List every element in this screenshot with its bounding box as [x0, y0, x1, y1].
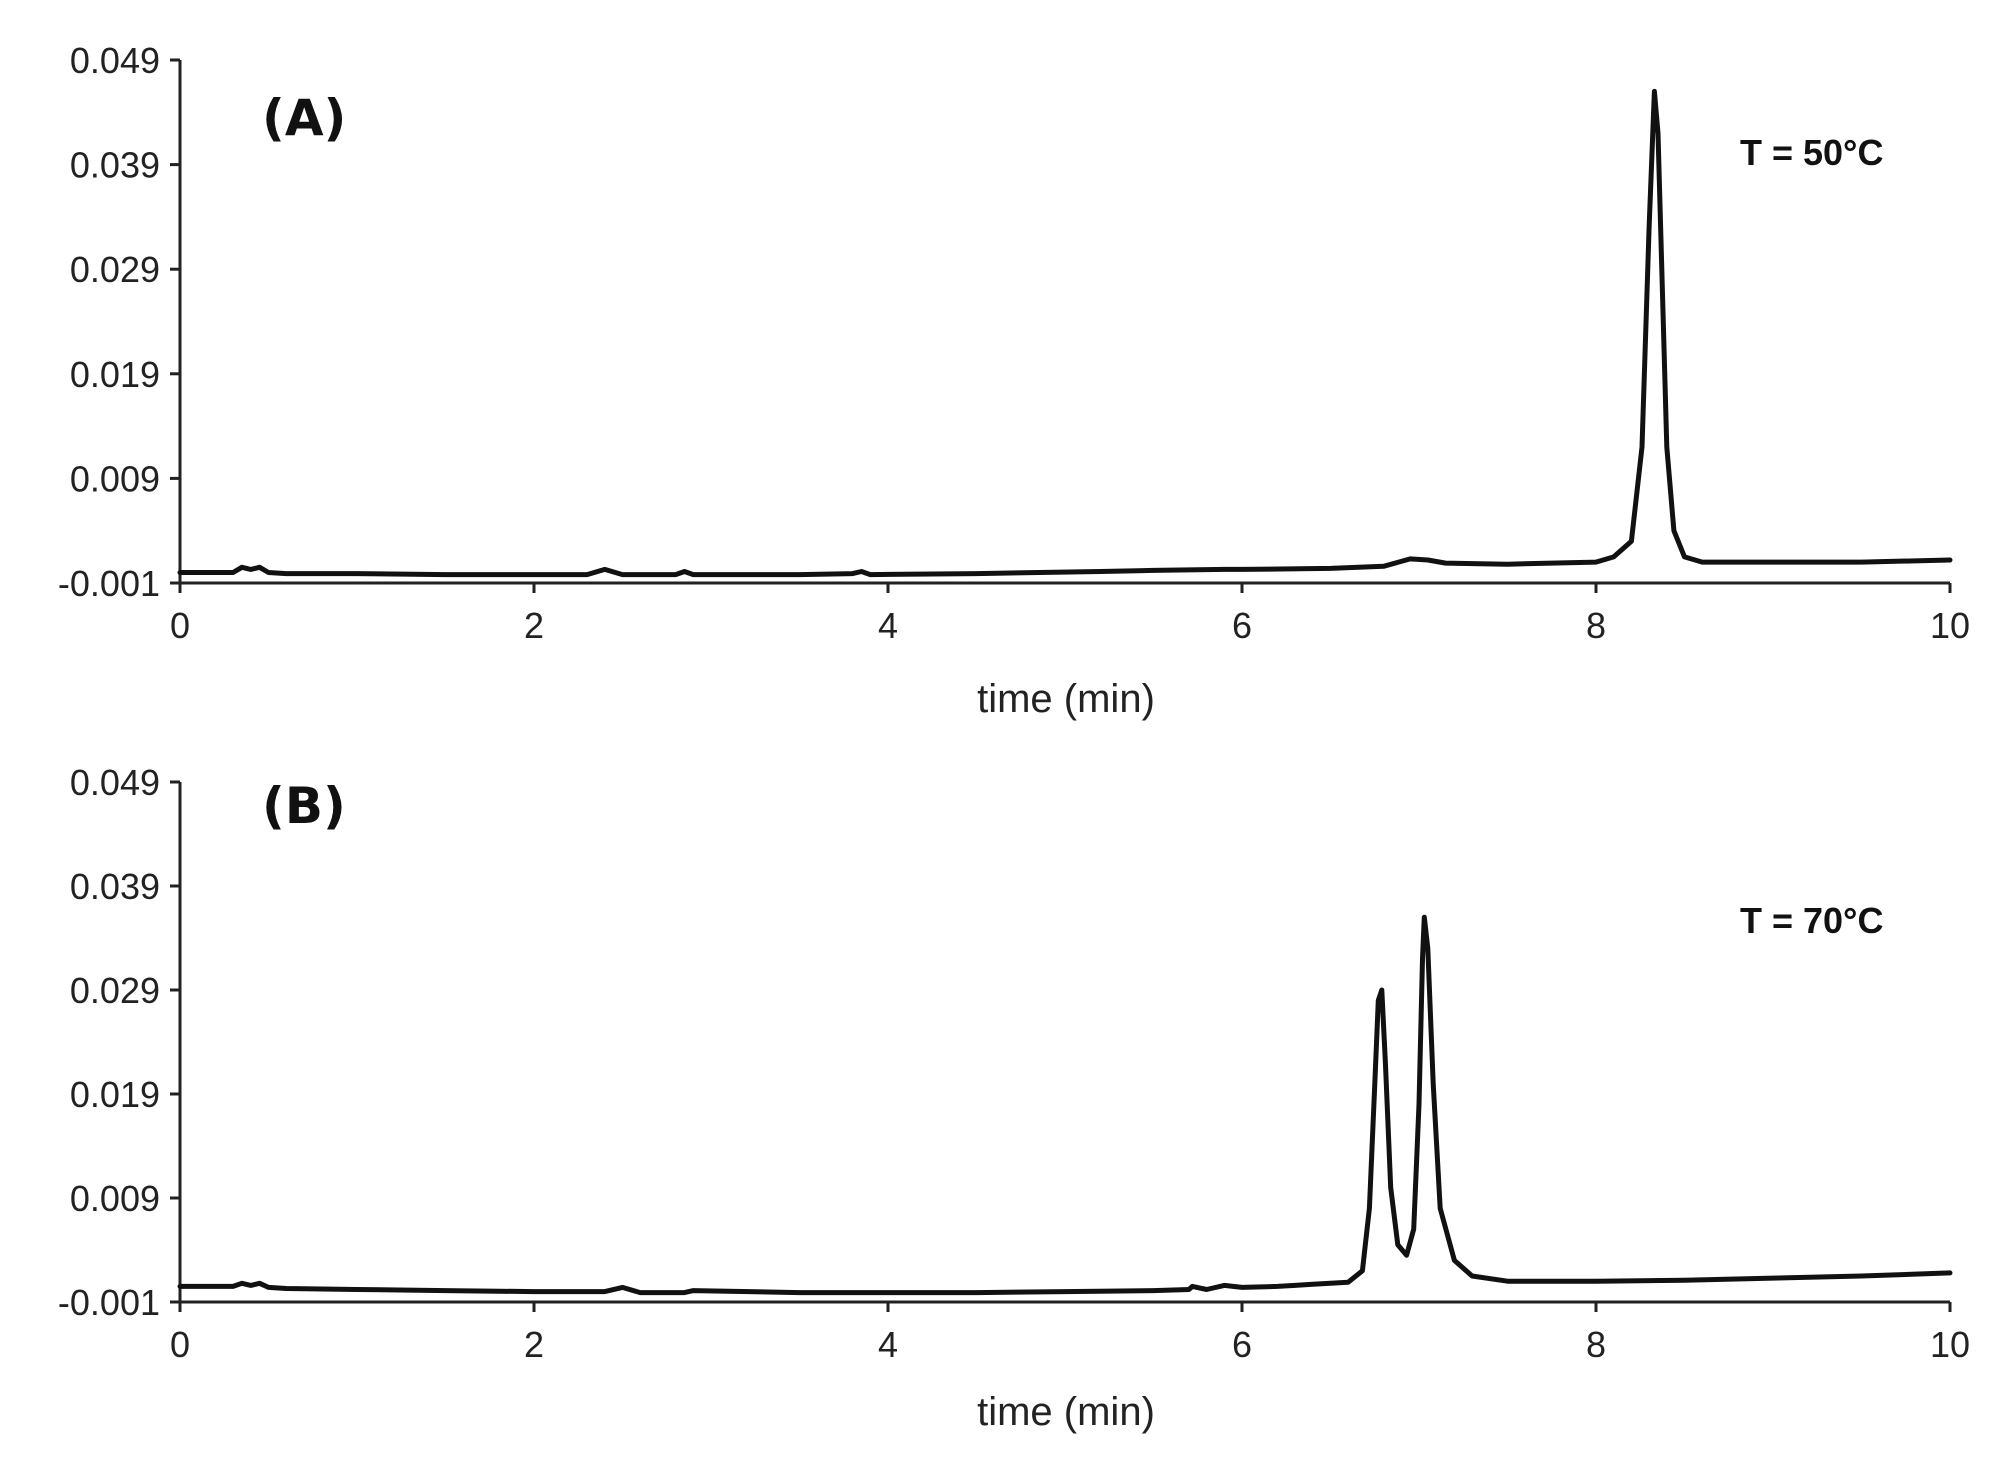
y-tick-label: 0.039 [70, 866, 160, 907]
x-tick-label: 0 [170, 1324, 190, 1365]
y-tick-label: 0.039 [70, 145, 160, 186]
y-tick-label: 0.019 [70, 1074, 160, 1115]
y-tick-label: -0.001 [58, 563, 160, 604]
x-tick-label: 8 [1586, 605, 1606, 646]
y-tick-label: 0.009 [70, 1178, 160, 1219]
x-tick-label: 8 [1586, 1324, 1606, 1365]
chromatogram-trace [177, 914, 1953, 1296]
x-tick-label: 0 [170, 605, 190, 646]
temperature-annotation: T = 70°C [1740, 900, 1883, 941]
y-tick-label: 0.029 [70, 970, 160, 1011]
panel-label: (A) [262, 89, 346, 147]
x-tick-label: 10 [1930, 605, 1970, 646]
y-tick-label: -0.001 [58, 1282, 160, 1323]
x-tick-label: 6 [1232, 605, 1252, 646]
x-tick-label: 6 [1232, 1324, 1252, 1365]
panel-label: (B) [262, 777, 346, 835]
x-axis-title: time (min) [977, 677, 1155, 721]
y-tick-label: 0.009 [70, 458, 160, 499]
y-tick-label: 0.049 [70, 40, 160, 81]
y-tick-label: 0.049 [70, 762, 160, 803]
temperature-annotation: T = 50°C [1740, 132, 1883, 173]
x-tick-label: 4 [878, 605, 898, 646]
x-tick-label: 4 [878, 1324, 898, 1365]
y-tick-label: 0.029 [70, 249, 160, 290]
x-tick-label: 2 [524, 1324, 544, 1365]
y-tick-label: 0.019 [70, 354, 160, 395]
x-axis-title: time (min) [977, 1390, 1155, 1434]
x-tick-label: 10 [1930, 1324, 1970, 1365]
chromatogram-trace [177, 88, 1953, 578]
chart-panel-a: (A) T = 50°C time (min) 0 2 4 6 8 10 0.049 0.03… [58, 40, 1970, 721]
chart-panel-b: (B) T = 70°C time (min) 0 2 4 6 8 10 0.049 0.03… [58, 762, 1970, 1434]
x-tick-label: 2 [524, 605, 544, 646]
